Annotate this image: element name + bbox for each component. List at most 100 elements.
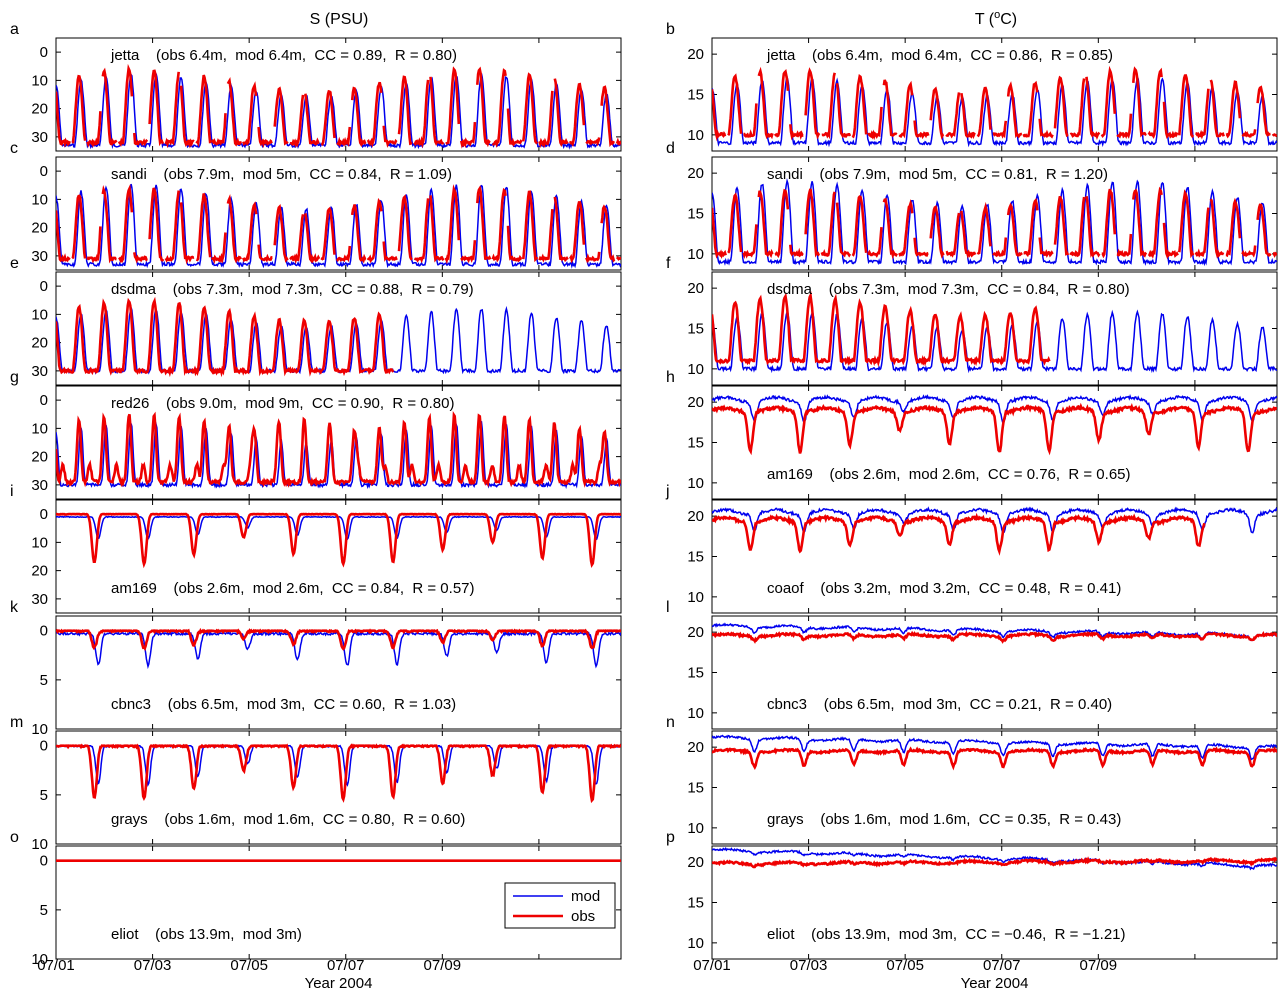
panel-b-annotation: jetta (obs 6.4m, mod 6.4m, CC = 0.86, R … [766, 47, 1113, 64]
panel-m-frame [55, 730, 622, 845]
x-axis-label-right: Year 2004 [961, 975, 1029, 992]
panel-a-annotation: jetta (obs 6.4m, mod 6.4m, CC = 0.89, R … [110, 47, 457, 64]
xtick-label-left: 07/07 [327, 957, 365, 974]
xtick-label-right: 07/03 [790, 957, 828, 974]
panel-f-ytick-label: 10 [687, 361, 704, 378]
panel-n-ytick-label: 10 [687, 820, 704, 837]
xtick-label-right: 07/07 [983, 957, 1021, 974]
panel-o-ytick-label: 5 [40, 902, 48, 919]
panel-o-annotation: eliot (obs 13.9m, mod 3m) [111, 926, 302, 943]
panel-l-ytick-label: 15 [687, 665, 704, 682]
panel-f-ytick-label: 15 [687, 321, 704, 338]
panel-i-series-obs [56, 512, 621, 569]
panel-h-ytick-label: 10 [687, 475, 704, 492]
panel-k-ytick-label: 10 [31, 721, 48, 738]
x-axis-label-left: Year 2004 [305, 975, 373, 992]
panel-k-letter: k [10, 599, 19, 616]
panel-k-frame [55, 615, 622, 730]
xtick-label-left: 07/09 [424, 957, 462, 974]
panel-p-annotation: eliot (obs 13.9m, mod 3m, CC = −0.46, R … [767, 926, 1126, 943]
panel-o-ytick-label: 10 [31, 951, 48, 968]
panel-d-ytick-label: 15 [687, 206, 704, 223]
panel-e-ytick-label: 10 [31, 306, 48, 323]
panel-h-letter: h [666, 369, 675, 386]
panel-k-annotation: cbnc3 (obs 6.5m, mod 3m, CC = 0.60, R = … [111, 696, 456, 713]
panel-h-ytick-label: 15 [687, 435, 704, 452]
panel-g-annotation: red26 (obs 9.0m, mod 9m, CC = 0.90, R = … [111, 395, 455, 412]
panel-l-letter: l [666, 599, 670, 616]
panel-l-series-mod [712, 622, 1277, 642]
panel-n-annotation: grays (obs 1.6m, mod 1.6m, CC = 0.35, R … [767, 811, 1121, 828]
panel-b-ytick-label: 20 [687, 46, 704, 63]
panel-a-series-mod [56, 73, 621, 150]
xtick-label-right: 07/09 [1080, 957, 1118, 974]
panel-j-ytick-label: 10 [687, 589, 704, 606]
panel-h-annotation: am169 (obs 2.6m, mod 2.6m, CC = 0.76, R … [767, 466, 1131, 483]
panel-a-series-obs [56, 63, 621, 149]
panel-g-ytick-label: 30 [31, 477, 48, 494]
panel-c-annotation: sandi (obs 7.9m, mod 5m, CC = 0.84, R = … [111, 166, 452, 183]
panel-d-series-mod [712, 178, 1277, 267]
xtick-label-left: 07/01 [37, 957, 75, 974]
panel-f-ytick-label: 20 [687, 280, 704, 297]
panel-k-series-obs [56, 627, 621, 652]
panel-c-ytick-label: 0 [40, 163, 48, 180]
legend-obs-label: obs [571, 908, 595, 925]
xtick-label-right: 07/05 [886, 957, 924, 974]
legend-mod-label: mod [571, 888, 600, 905]
panel-i-ytick-label: 30 [31, 591, 48, 608]
panel-p-series-obs [712, 856, 1277, 869]
panel-e-series-obs [56, 296, 395, 378]
panel-i-ytick-label: 10 [31, 534, 48, 551]
panel-p-ytick-label: 10 [687, 935, 704, 952]
panel-j-ytick-label: 20 [687, 508, 704, 525]
panel-i-letter: i [10, 483, 14, 500]
panel-d-letter: d [666, 140, 675, 157]
panel-k-ytick-label: 0 [40, 623, 48, 640]
panel-g-ytick-label: 0 [40, 392, 48, 409]
panel-n-ytick-label: 15 [687, 780, 704, 797]
panel-c-letter: c [10, 140, 18, 157]
panel-e-annotation: dsdma (obs 7.3m, mod 7.3m, CC = 0.88, R … [111, 281, 474, 298]
panel-e-ytick-label: 20 [31, 335, 48, 352]
panel-l-ytick-label: 10 [687, 705, 704, 722]
panel-a-ytick-label: 0 [40, 44, 48, 61]
panel-c-ytick-label: 10 [31, 191, 48, 208]
panel-o-frame [55, 845, 622, 960]
panel-o-letter: o [10, 829, 19, 846]
panel-h-ytick-label: 20 [687, 394, 704, 411]
xtick-label-left: 07/05 [230, 957, 268, 974]
panel-l-series-obs [712, 630, 1277, 644]
panel-n-letter: n [666, 714, 675, 731]
panel-c-series-obs [56, 184, 621, 265]
panel-d-ytick-label: 20 [687, 165, 704, 182]
panel-p-ytick-label: 15 [687, 895, 704, 912]
panel-d-series-obs [712, 186, 1277, 260]
panel-j-series-obs [712, 512, 1206, 556]
panel-c-ytick-label: 30 [31, 248, 48, 265]
xtick-label-left: 07/03 [134, 957, 172, 974]
panel-f-annotation: dsdma (obs 7.3m, mod 7.3m, CC = 0.84, R … [767, 281, 1130, 298]
column-title-salinity: S (PSU) [310, 11, 369, 28]
panel-m-ytick-label: 10 [31, 836, 48, 853]
panel-m-ytick-label: 0 [40, 738, 48, 755]
panel-g-frame [55, 385, 622, 500]
panel-m-ytick-label: 5 [40, 787, 48, 804]
panel-n-series-obs [712, 746, 1277, 771]
panel-f-series-obs [712, 291, 1051, 368]
panel-g-series-obs [56, 411, 621, 488]
panel-e-letter: e [10, 255, 19, 272]
panel-b-ytick-label: 15 [687, 87, 704, 104]
panel-j-annotation: coaof (obs 3.2m, mod 3.2m, CC = 0.48, R … [767, 580, 1121, 597]
panel-l-ytick-label: 20 [687, 624, 704, 641]
panel-n-ytick-label: 20 [687, 739, 704, 756]
panel-c-ytick-label: 20 [31, 220, 48, 237]
panel-p-ytick-label: 20 [687, 854, 704, 871]
panel-a-ytick-label: 10 [31, 72, 48, 89]
panel-g-letter: g [10, 369, 19, 386]
panel-i-ytick-label: 20 [31, 563, 48, 580]
panel-n-series-mod [712, 734, 1277, 761]
panel-i-frame [55, 499, 622, 614]
panel-a-ytick-label: 30 [31, 129, 48, 146]
